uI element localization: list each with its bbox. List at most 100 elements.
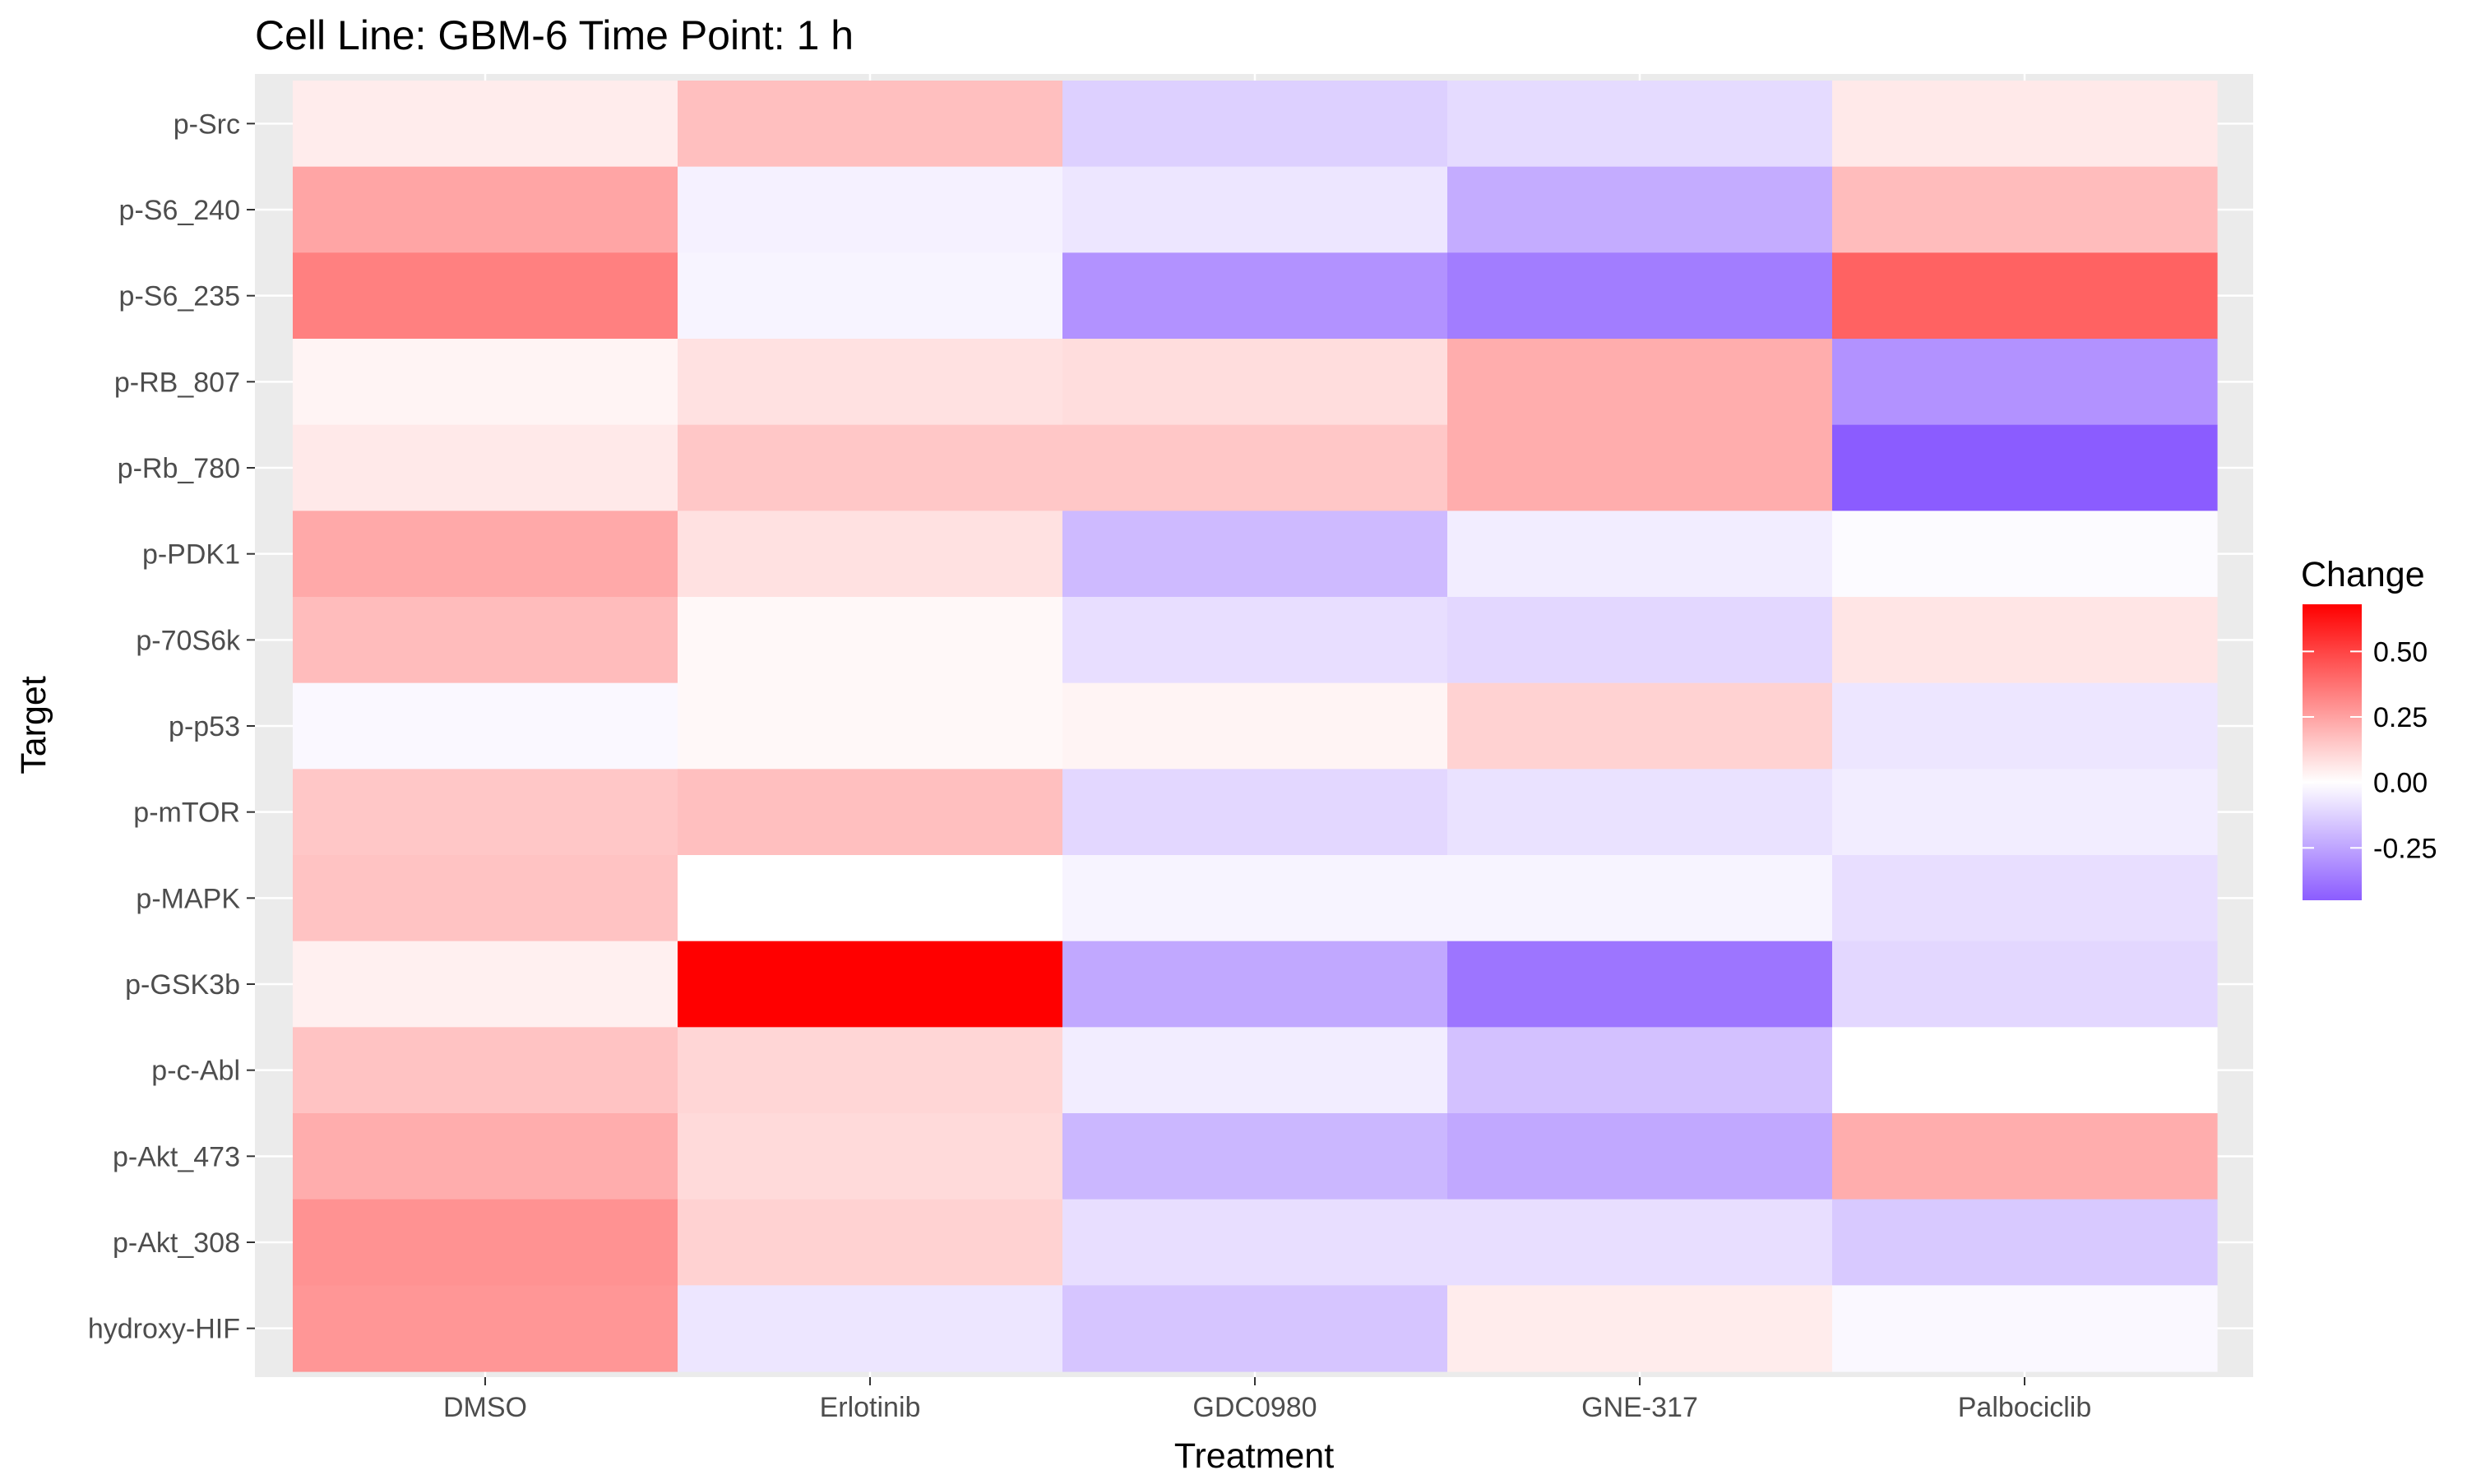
heatmap-cell: [678, 1027, 1063, 1114]
heatmap-cell: [1062, 1285, 1448, 1372]
heatmap-cell: [1447, 511, 1833, 598]
heatmap-cell: [1447, 424, 1833, 511]
heatmap-cell: [1447, 941, 1833, 1028]
legend-tick-label: 0.50: [2373, 636, 2428, 668]
y-tick-label: p-p53: [169, 711, 240, 742]
heatmap-cell: [1447, 1113, 1833, 1200]
heatmap-cell: [1832, 1285, 2218, 1372]
heatmap-cell: [1832, 1113, 2218, 1200]
y-tick-label: p-S6_235: [119, 281, 240, 312]
heatmap-cell: [293, 941, 678, 1028]
heatmap-cell: [1062, 81, 1448, 168]
heatmap-cell: [1447, 1027, 1833, 1114]
heatmap-cell: [1832, 769, 2218, 856]
heatmap-cell: [1832, 511, 2218, 598]
heatmap-cell: [1832, 339, 2218, 426]
y-axis-title: Target: [14, 676, 53, 774]
heatmap-cell: [1062, 1113, 1448, 1200]
heatmap-cell: [1062, 339, 1448, 426]
heatmap-cell: [1832, 81, 2218, 168]
heatmap-cell: [1832, 941, 2218, 1028]
y-tick-label: p-GSK3b: [125, 969, 240, 1001]
heatmap-cell: [1447, 769, 1833, 856]
heatmap-cell: [1832, 1027, 2218, 1114]
heatmap-cell: [678, 166, 1063, 253]
legend-tick-label: 0.25: [2373, 702, 2428, 733]
y-tick-label: p-c-Abl: [151, 1056, 240, 1087]
color-legend: Change 0.50 0.25 0.00 -0.25: [2301, 555, 2437, 900]
heatmap-cell: [1062, 511, 1448, 598]
heatmap-cell: [1447, 682, 1833, 770]
heatmap-cell: [293, 1285, 678, 1372]
heatmap-cell: [1447, 1199, 1833, 1286]
x-axis-title: Treatment: [1174, 1436, 1334, 1476]
heatmap-cell: [1062, 597, 1448, 684]
legend-colorbar: [2303, 604, 2362, 900]
heatmap-cell: [293, 1199, 678, 1286]
y-tick-label: p-Akt_308: [113, 1227, 240, 1259]
heatmap-cell: [678, 941, 1063, 1028]
heatmap-cell: [678, 252, 1063, 340]
heatmap-cell: [1062, 1199, 1448, 1286]
x-tick-label: GDC0980: [1192, 1392, 1317, 1423]
heatmap-cell: [293, 682, 678, 770]
legend-title: Change: [2301, 555, 2425, 594]
heatmap-cell: [293, 339, 678, 426]
x-tick-label: Erlotinib: [820, 1392, 921, 1423]
heatmap-cell: [1062, 941, 1448, 1028]
heatmap-cell: [1447, 166, 1833, 253]
heatmap-cell: [678, 424, 1063, 511]
y-axis-ticks: p-Src p-S6_240 p-S6_235 p-RB_807 p-Rb_780 p-P…: [88, 109, 255, 1345]
heatmap-cell: [1447, 1285, 1833, 1372]
heatmap-cell: [1447, 855, 1833, 942]
heatmap-cell: [1832, 682, 2218, 770]
heatmap-cell: [678, 339, 1063, 426]
heatmap-cell: [293, 1027, 678, 1114]
legend-tick-label: -0.25: [2373, 833, 2437, 864]
heatmap-cell: [1832, 252, 2218, 340]
heatmap-cell: [1062, 1027, 1448, 1114]
heatmap-cell: [678, 511, 1063, 598]
heatmap-cell: [1062, 855, 1448, 942]
heatmap-cell: [1062, 166, 1448, 253]
heatmap-cell: [1062, 252, 1448, 340]
chart-title: Cell Line: GBM-6 Time Point: 1 h: [255, 12, 854, 58]
y-tick-label: p-Akt_473: [113, 1141, 240, 1172]
heatmap-cell: [293, 81, 678, 168]
heatmap-cell: [1832, 1199, 2218, 1286]
y-tick-label: hydroxy-HIF: [88, 1314, 240, 1345]
heatmap-cell: [293, 166, 678, 253]
heatmap-cell: [678, 1113, 1063, 1200]
x-tick-label: DMSO: [443, 1392, 527, 1423]
heatmap-cell: [678, 597, 1063, 684]
heatmap-cell: [1447, 339, 1833, 426]
legend-tick-label: 0.00: [2373, 768, 2428, 799]
x-tick-label: GNE-317: [1581, 1392, 1698, 1423]
heatmap-cell: [1447, 252, 1833, 340]
y-tick-label: p-S6_240: [119, 195, 240, 226]
y-tick-label: p-PDK1: [142, 539, 240, 571]
y-tick-label: p-MAPK: [136, 883, 240, 914]
heatmap-cell: [678, 1199, 1063, 1286]
heatmap-cell: [293, 424, 678, 511]
heatmap-cell: [1062, 682, 1448, 770]
heatmap-cell: [1832, 855, 2218, 942]
heatmap-cell: [293, 597, 678, 684]
y-tick-label: p-mTOR: [133, 797, 240, 829]
y-tick-label: p-Rb_780: [118, 453, 240, 484]
heatmap-cell: [1062, 769, 1448, 856]
y-tick-label: p-RB_807: [114, 367, 240, 398]
heatmap-cell: [293, 1113, 678, 1200]
heatmap-cell: [293, 855, 678, 942]
heatmap-cell: [1447, 81, 1833, 168]
heatmap-cell: [678, 682, 1063, 770]
heatmap-cell: [1447, 597, 1833, 684]
heatmap-cell: [293, 252, 678, 340]
y-tick-label: p-Src: [174, 109, 240, 140]
heatmap-cell: [1832, 424, 2218, 511]
heatmap-cell: [293, 769, 678, 856]
heatmap-cells: [293, 81, 2218, 1372]
heatmap-cell: [1832, 597, 2218, 684]
